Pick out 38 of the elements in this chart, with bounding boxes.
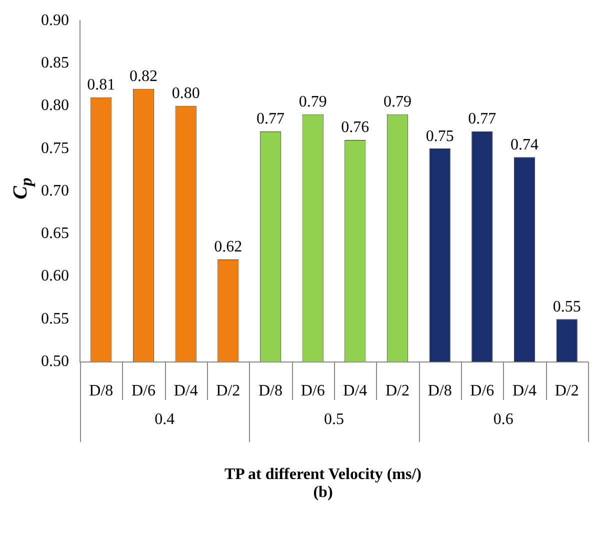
y-tick-label: 0.60 — [41, 268, 69, 285]
x-axis-title: TP at different Velocity (ms/) — [223, 466, 422, 484]
x-tick-label: D/8 — [89, 382, 114, 400]
data-label: 0.76 — [341, 119, 370, 136]
data-label: 0.77 — [468, 110, 496, 128]
x-tick-label: D/8 — [428, 382, 452, 400]
y-tick-label: 0.55 — [41, 310, 69, 328]
data-label: 0.75 — [426, 128, 454, 145]
text: 0.6 — [493, 411, 514, 428]
data-label: 0.81 — [87, 76, 116, 94]
data-label: 0.79 — [384, 94, 412, 111]
x-tick-label: D/2 — [386, 382, 410, 400]
x-tick-label: D/6 — [300, 382, 325, 400]
x-tick-label: D/4 — [512, 382, 536, 400]
x-tick-label: D/6 — [132, 382, 156, 400]
data-label: 0.55 — [552, 298, 581, 316]
x-tick-label: D/6 — [470, 382, 494, 400]
x-tick-label: D/8 — [258, 382, 282, 400]
text: 0.5 — [324, 411, 344, 428]
data-label: 0.74 — [510, 136, 538, 154]
data-label: 0.80 — [172, 85, 200, 102]
data-label: 0.62 — [214, 238, 242, 256]
text: 0.4 — [154, 411, 175, 428]
y-tick-label: 0.50 — [41, 353, 69, 370]
y-tick-label: 0.90 — [41, 12, 69, 29]
y-tick-label: 0.75 — [41, 140, 69, 157]
data-label: 0.79 — [298, 94, 327, 111]
x-tick-label: D/2 — [554, 382, 579, 400]
y-tick-label: 0.65 — [41, 225, 69, 242]
y-tick-label: 0.80 — [41, 97, 69, 114]
y-tick-label: 0.70 — [41, 182, 69, 200]
x-tick-label: D/4 — [174, 382, 198, 400]
x-tick-label: D/2 — [216, 382, 240, 400]
text: (b) — [312, 484, 334, 502]
x-tick-label: D/4 — [343, 382, 368, 400]
data-label: 0.82 — [130, 68, 158, 86]
data-label: 0.77 — [256, 110, 284, 128]
y-tick-label: 0.85 — [41, 54, 69, 72]
